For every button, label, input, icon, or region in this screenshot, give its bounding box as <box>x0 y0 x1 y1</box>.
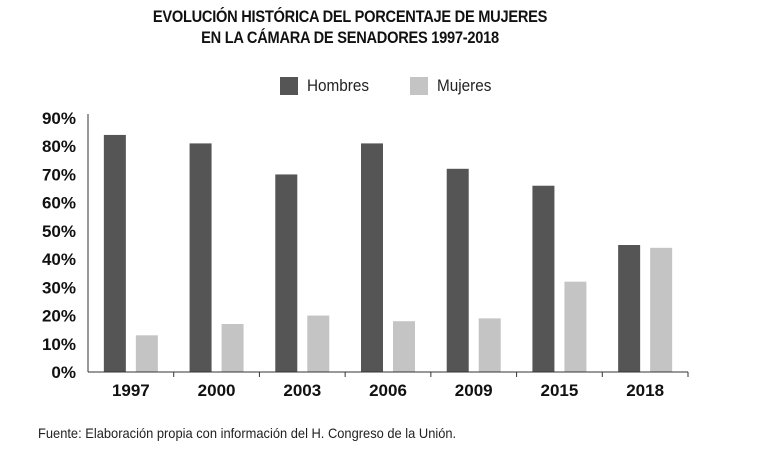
bar-mujeres-2009 <box>478 318 501 372</box>
bar-hombres-2009 <box>446 168 469 372</box>
bar-mujeres-2015 <box>564 281 587 372</box>
chart-title: EVOLUCIÓN HISTÓRICA DEL PORCENTAJE DE MU… <box>0 6 700 48</box>
bars <box>103 134 673 372</box>
y-tick-label: 80% <box>42 137 76 156</box>
legend-swatch-mujeres <box>409 77 428 95</box>
source-note: Fuente: Elaboración propia con informaci… <box>38 425 457 441</box>
y-tick-label: 50% <box>42 222 76 241</box>
bar-hombres-2003 <box>275 174 298 372</box>
y-tick-label: 90% <box>42 109 76 128</box>
x-tick-label: 2006 <box>369 381 407 400</box>
legend-label-mujeres: Mujeres <box>436 76 492 95</box>
bar-mujeres-2006 <box>393 321 415 372</box>
y-tick-label: 30% <box>42 278 76 297</box>
bar-hombres-2015 <box>532 185 555 372</box>
y-tick-label: 20% <box>42 307 76 326</box>
y-tick-label: 40% <box>42 250 76 269</box>
x-tick-label: 2018 <box>626 381 664 400</box>
chart-title-line-2: EN LA CÁMARA DE SENADORES 1997-2018 <box>201 28 499 47</box>
x-tick-label: 2000 <box>198 381 236 400</box>
y-tick-label: 70% <box>42 165 76 184</box>
bar-hombres-2018 <box>618 245 641 372</box>
y-tick-label: 60% <box>42 194 76 213</box>
legend-item-hombres: Hombres <box>280 76 376 96</box>
bar-hombres-1997 <box>103 134 126 372</box>
legend-swatch-hombres <box>280 77 298 95</box>
bar-mujeres-2000 <box>221 324 244 372</box>
legend-item-mujeres: Mujeres <box>409 76 497 96</box>
chart-legend: Hombres Mujeres <box>280 76 531 96</box>
x-tick-label: 2015 <box>541 381 579 400</box>
bar-mujeres-2018 <box>650 247 673 372</box>
y-tick-label: 0% <box>51 363 76 382</box>
y-axis: 0% 10% 20% 30% 40% 50% 60% 70% 80% 90% <box>42 109 89 382</box>
bar-hombres-2006 <box>361 143 383 372</box>
legend-label-hombres: Hombres <box>307 76 370 95</box>
bar-mujeres-2003 <box>307 315 330 372</box>
chart-title-line-1: EVOLUCIÓN HISTÓRICA DEL PORCENTAJE DE MU… <box>152 7 548 26</box>
bar-hombres-2000 <box>189 143 212 372</box>
y-tick-label: 10% <box>42 335 76 354</box>
x-tick-label: 2009 <box>455 381 493 400</box>
x-tick-label: 1997 <box>112 381 150 400</box>
x-axis: 1997 2000 2003 2006 2009 2015 2018 <box>88 371 689 400</box>
bar-mujeres-1997 <box>135 335 158 372</box>
x-tick-label: 2003 <box>283 381 321 400</box>
